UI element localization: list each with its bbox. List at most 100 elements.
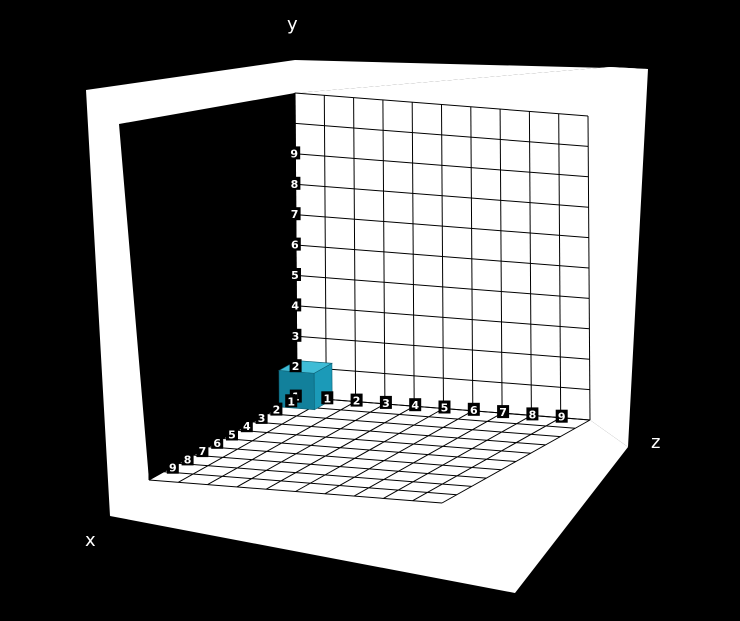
back-grid-line — [528, 111, 532, 416]
left-grid-line — [190, 151, 194, 456]
x-tick-label-bg — [166, 460, 179, 474]
y-tick-label: 7 — [288, 207, 301, 221]
y-tick-label-bg — [288, 237, 301, 251]
x-tick-label: 7 — [196, 444, 209, 458]
back-grid-line — [295, 183, 589, 208]
z-tick-label-bg — [467, 402, 480, 416]
y-tick-label-bg — [288, 176, 301, 190]
z-tick-label: 7 — [497, 405, 510, 419]
x-tick-label: 3 — [255, 410, 268, 425]
y-tick-label-text: 8 — [291, 178, 299, 191]
z-tick-label-text: 3 — [382, 397, 390, 410]
x-tick-label-bg — [181, 452, 194, 466]
z-tick-label-text: 4 — [411, 399, 419, 412]
z-tick-label: 3 — [379, 395, 392, 410]
y-tick-label: 3 — [289, 328, 302, 343]
z-tick-label-bg — [438, 400, 451, 414]
x-tick-label-text: 6 — [213, 437, 221, 450]
x-tick-label: 5 — [226, 427, 238, 442]
floor-grid-line — [148, 479, 443, 504]
back-grid-line — [499, 109, 503, 414]
y-axis-title: y — [287, 14, 298, 35]
y-tick-label-text: 4 — [291, 299, 299, 312]
y-tick-label-bg — [289, 359, 302, 373]
floor-grid-line — [295, 408, 444, 492]
back-grid-line — [295, 122, 589, 147]
z-tick-label-text: 1 — [323, 392, 331, 405]
x-tick-label-text: 7 — [199, 445, 207, 458]
floor-grid-line — [441, 419, 591, 504]
x-tick-label-text: 8 — [184, 453, 192, 466]
z-tick-label-bg — [497, 405, 510, 419]
z-tick-label-bg — [321, 391, 334, 405]
z-axis-title: z — [651, 432, 661, 453]
floor-grid-line — [193, 454, 487, 479]
x-tick-label-text: 4 — [243, 420, 251, 433]
back-grid-line — [587, 115, 591, 421]
y-tick-label: 5 — [289, 268, 301, 282]
floor-grid-line — [412, 417, 561, 502]
z-tick-label-bg — [526, 407, 539, 421]
y-tick-label: 8 — [288, 176, 301, 191]
z-tick-label: 9 — [555, 409, 568, 424]
left-grid-line — [147, 183, 296, 268]
back-grid-line — [294, 92, 589, 117]
z-tick-label: 5 — [438, 400, 451, 415]
y-tick-label-bg — [289, 298, 302, 312]
back-grid-line — [558, 113, 562, 418]
back-grid-line — [470, 106, 474, 411]
y-tick-label-text: 3 — [292, 330, 300, 343]
y-tick-label-text: 5 — [291, 269, 299, 282]
z-tick-label-text: 9 — [558, 411, 566, 424]
x-tick-label-bg — [226, 427, 238, 441]
x-tick-label-bg — [255, 410, 268, 424]
y-tick-label: 6 — [288, 237, 301, 252]
left-grid-line — [147, 153, 296, 238]
y-tick-label-text: 9 — [290, 147, 298, 160]
x-tick-label: 8 — [181, 452, 194, 466]
left-grid-line — [205, 142, 209, 447]
x-tick-label-bg — [196, 444, 209, 458]
z-tick-label-text: 7 — [499, 406, 507, 419]
left-grid-line — [161, 167, 165, 472]
left-grid-line — [176, 159, 180, 464]
x-tick-label-text: 1 — [287, 395, 295, 408]
floor-grid-line — [208, 446, 502, 471]
x-tick-label-bg — [211, 435, 224, 449]
x-tick-label-text: 3 — [258, 412, 266, 425]
y-tick-label-text: 6 — [291, 239, 299, 252]
floor — [110, 397, 628, 593]
z-tick-label-bg — [555, 409, 568, 423]
floor-grid-line — [324, 410, 474, 495]
z-tick-label-bg — [350, 393, 363, 407]
z-tick-label-text: 2 — [353, 395, 361, 408]
tick-labels: 111222333444555666777888999 — [166, 146, 568, 475]
z-tick-label-text: 8 — [529, 408, 537, 421]
y-tick-label-text: 2 — [292, 360, 300, 373]
x-tick-label: 6 — [211, 435, 224, 450]
z-tick-label: 2 — [350, 393, 363, 408]
y-tick-label: 2 — [289, 359, 302, 373]
y-tick-label-bg — [288, 207, 301, 221]
left-grid-line — [147, 244, 297, 329]
y-tick-label-bg — [288, 146, 301, 160]
y-tick-label: 4 — [289, 298, 302, 312]
x-tick-label-text: 5 — [228, 429, 236, 442]
back-grid-line — [295, 214, 589, 239]
z-tick-label: 4 — [409, 398, 422, 412]
left-grid-line — [146, 175, 150, 481]
x-tick-label: 4 — [240, 419, 253, 433]
z-tick-label-bg — [409, 398, 422, 412]
left-grid-line — [146, 122, 296, 207]
x-tick-label: 2 — [270, 402, 283, 417]
z-tick-label-text: 6 — [470, 404, 478, 417]
z-tick-label-text: 5 — [441, 402, 449, 415]
z-tick-label: 1 — [321, 391, 334, 405]
z-tick-label: 6 — [467, 402, 480, 417]
floor-grid-line — [163, 471, 457, 496]
back-grid-line — [295, 153, 589, 178]
floor-grid-line — [383, 414, 532, 499]
x-tick-label: 9 — [166, 460, 179, 475]
back-grid-line — [295, 244, 590, 269]
